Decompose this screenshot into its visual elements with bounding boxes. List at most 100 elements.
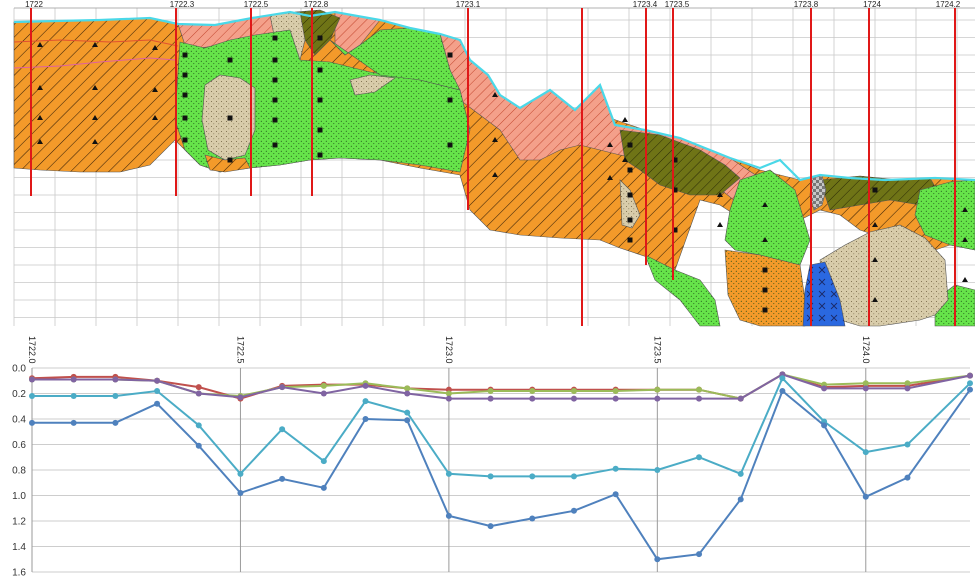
sample-square bbox=[672, 157, 678, 163]
sample-square bbox=[182, 52, 188, 58]
series-point bbox=[279, 475, 286, 482]
sample-square bbox=[317, 35, 323, 41]
sample-square bbox=[872, 187, 878, 193]
series-point bbox=[737, 395, 744, 402]
y-tick-label: 0.6 bbox=[12, 440, 26, 451]
series-point bbox=[779, 375, 786, 382]
sample-triangle bbox=[762, 237, 768, 242]
layer-olive-texture bbox=[295, 10, 340, 55]
borehole-label: 1722.3 bbox=[170, 0, 195, 9]
chart-series bbox=[29, 371, 973, 563]
sample-square bbox=[182, 115, 188, 121]
sample-square bbox=[672, 227, 678, 233]
sample-triangle bbox=[37, 42, 43, 47]
series-point bbox=[967, 372, 973, 379]
sample-triangle bbox=[492, 137, 498, 142]
series-point bbox=[904, 474, 911, 481]
sample-square bbox=[272, 77, 278, 83]
sample-square bbox=[627, 237, 633, 243]
series-point bbox=[29, 393, 35, 400]
series-point bbox=[154, 387, 161, 394]
series-point bbox=[320, 382, 327, 389]
series-point bbox=[967, 386, 973, 393]
series-point bbox=[821, 385, 828, 392]
sample-triangle bbox=[962, 237, 968, 242]
x-tick-label: 1722.0 bbox=[27, 336, 37, 364]
series-point bbox=[737, 470, 744, 477]
borehole-label: 1724.2 bbox=[936, 0, 961, 9]
sample-square bbox=[272, 142, 278, 148]
layer-salmon-texture bbox=[335, 12, 380, 55]
sample-triangle bbox=[37, 115, 43, 120]
series-point bbox=[320, 484, 327, 491]
x-tick-label: 1723.0 bbox=[444, 336, 454, 364]
sample-triangle bbox=[872, 257, 878, 262]
contact-line bbox=[13, 39, 179, 47]
layer-tan-texture bbox=[620, 180, 640, 228]
sample-triangle bbox=[492, 172, 498, 177]
y-tick-label: 1.6 bbox=[12, 568, 26, 579]
sample-square bbox=[447, 97, 453, 103]
layer-olive-texture bbox=[620, 130, 740, 195]
series-point bbox=[654, 395, 661, 402]
layer-green-texture bbox=[645, 255, 720, 326]
series-point bbox=[696, 395, 703, 402]
sample-square bbox=[672, 187, 678, 193]
y-tick-label: 1.0 bbox=[12, 491, 26, 502]
section-layers bbox=[13, 9, 975, 327]
series-line bbox=[32, 389, 971, 561]
x-tick-label: 1722.5 bbox=[235, 336, 245, 364]
layer-salmon-texture bbox=[178, 12, 290, 48]
sample-triangle bbox=[622, 157, 628, 162]
series-point bbox=[29, 376, 35, 383]
series-point bbox=[70, 393, 77, 400]
series-point bbox=[320, 458, 327, 465]
layer-blue-texture bbox=[803, 262, 845, 326]
sample-square bbox=[762, 307, 768, 313]
borehole-label: 1724 bbox=[863, 0, 881, 9]
series-point bbox=[195, 390, 202, 397]
series-point bbox=[570, 387, 577, 394]
x-tick-label: 1724.0 bbox=[861, 336, 871, 364]
sample-triangle bbox=[92, 115, 98, 120]
series-point bbox=[570, 507, 577, 514]
series-point bbox=[904, 380, 911, 387]
series-point bbox=[445, 470, 452, 477]
geological-section: 1722 1722.3 1722.5 1722.8 1723.1 1723.4 1723.5… bbox=[13, 0, 975, 327]
series-point bbox=[967, 380, 973, 387]
y-tick-label: 1.2 bbox=[12, 517, 26, 528]
series-point bbox=[29, 419, 35, 426]
sample-triangle bbox=[152, 45, 158, 50]
series-point bbox=[862, 385, 869, 392]
series-point bbox=[279, 426, 286, 433]
x-tick-labels: 1722.0 1722.5 1723.0 1723.5 1724.0 bbox=[27, 336, 871, 364]
sample-triangle bbox=[622, 117, 628, 122]
series-point bbox=[570, 473, 577, 480]
sample-square bbox=[317, 127, 323, 133]
series-point bbox=[612, 465, 619, 472]
series-point bbox=[487, 387, 494, 394]
sample-square bbox=[227, 57, 233, 63]
series-point bbox=[237, 394, 244, 401]
series-point bbox=[487, 523, 494, 530]
sample-square bbox=[627, 192, 633, 198]
series-point bbox=[112, 376, 119, 383]
series-point bbox=[362, 416, 369, 422]
series-point bbox=[112, 419, 119, 426]
chart-gridlines bbox=[31, 367, 970, 573]
series-point bbox=[237, 470, 244, 477]
series-point bbox=[404, 409, 411, 416]
sample-square bbox=[627, 142, 633, 148]
series-point bbox=[70, 376, 77, 383]
series-point bbox=[404, 417, 411, 424]
contact-line bbox=[13, 57, 176, 69]
sample-square bbox=[317, 152, 323, 158]
series-point bbox=[612, 395, 619, 402]
series-point bbox=[154, 400, 161, 407]
series-point bbox=[487, 395, 494, 402]
sample-square bbox=[762, 267, 768, 273]
layer-orange-texture bbox=[205, 155, 250, 172]
borehole-lines bbox=[30, 8, 956, 326]
series-point bbox=[904, 385, 911, 392]
borehole-label: 1722 bbox=[25, 0, 43, 9]
